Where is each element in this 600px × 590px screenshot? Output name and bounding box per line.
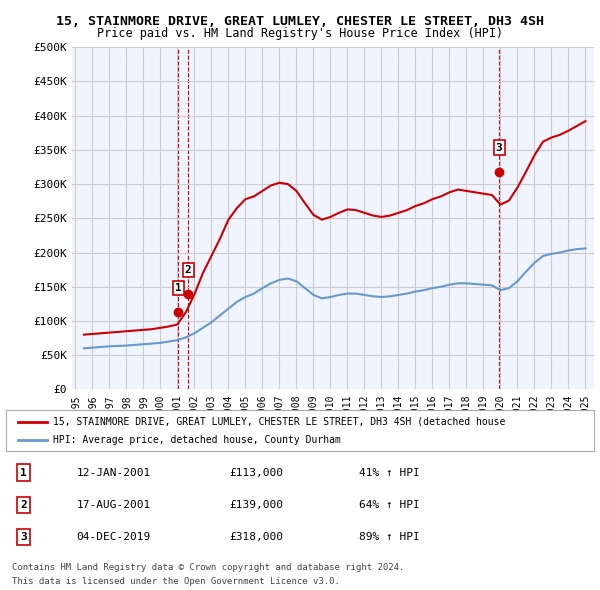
Text: Price paid vs. HM Land Registry's House Price Index (HPI): Price paid vs. HM Land Registry's House … <box>97 27 503 40</box>
Text: 15, STAINMORE DRIVE, GREAT LUMLEY, CHESTER LE STREET, DH3 4SH (detached house: 15, STAINMORE DRIVE, GREAT LUMLEY, CHEST… <box>53 417 505 427</box>
Text: £139,000: £139,000 <box>229 500 283 510</box>
Text: 41% ↑ HPI: 41% ↑ HPI <box>359 468 419 478</box>
Text: 1: 1 <box>175 283 181 293</box>
Text: 17-AUG-2001: 17-AUG-2001 <box>77 500 151 510</box>
Text: £113,000: £113,000 <box>229 468 283 478</box>
Text: Contains HM Land Registry data © Crown copyright and database right 2024.: Contains HM Land Registry data © Crown c… <box>12 563 404 572</box>
Text: 89% ↑ HPI: 89% ↑ HPI <box>359 532 419 542</box>
Text: 12-JAN-2001: 12-JAN-2001 <box>77 468 151 478</box>
Text: HPI: Average price, detached house, County Durham: HPI: Average price, detached house, Coun… <box>53 435 341 445</box>
Text: 3: 3 <box>496 143 502 153</box>
Text: 2: 2 <box>185 265 191 275</box>
Text: 1: 1 <box>20 468 27 478</box>
Text: This data is licensed under the Open Government Licence v3.0.: This data is licensed under the Open Gov… <box>12 577 340 586</box>
Text: 2: 2 <box>20 500 27 510</box>
Text: £318,000: £318,000 <box>229 532 283 542</box>
Text: 04-DEC-2019: 04-DEC-2019 <box>77 532 151 542</box>
Text: 15, STAINMORE DRIVE, GREAT LUMLEY, CHESTER LE STREET, DH3 4SH: 15, STAINMORE DRIVE, GREAT LUMLEY, CHEST… <box>56 15 544 28</box>
Text: 3: 3 <box>20 532 27 542</box>
Text: 64% ↑ HPI: 64% ↑ HPI <box>359 500 419 510</box>
